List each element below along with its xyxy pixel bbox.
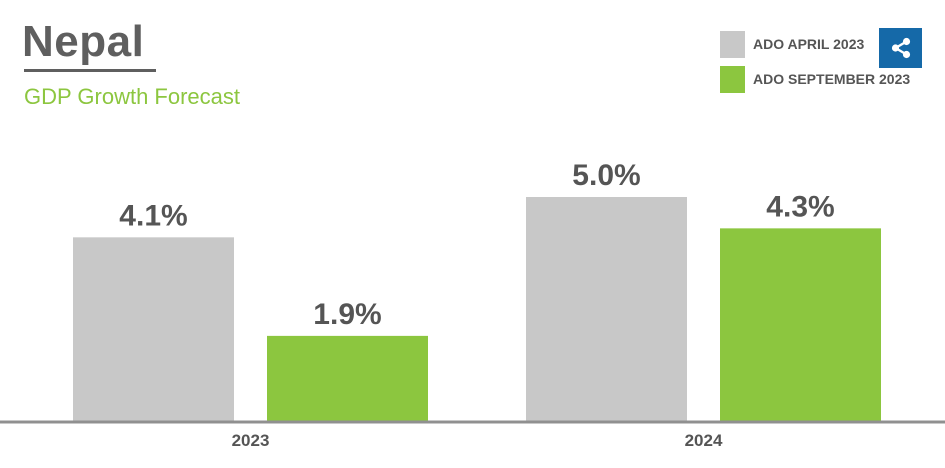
x-tick-label-2023: 2023 <box>232 431 270 450</box>
data-label-2023-series-2: 1.9% <box>313 298 381 331</box>
page-title: Nepal <box>22 17 145 66</box>
bar-2024-series-1 <box>526 197 687 421</box>
bar-2023-series-2 <box>267 335 428 421</box>
data-label-2023-series-1: 4.1% <box>119 199 187 232</box>
chart-legend: ADO APRIL 2023 ADO SEPTEMBER 2023 <box>720 28 910 98</box>
legend-swatch-april <box>720 30 745 58</box>
legend-item-april: ADO APRIL 2023 <box>720 28 910 60</box>
legend-label-april: ADO APRIL 2023 <box>753 36 865 52</box>
title-underline <box>24 69 156 72</box>
bar-2023-series-1 <box>73 237 234 421</box>
share-button[interactable] <box>879 28 922 68</box>
page-subtitle: GDP Growth Forecast <box>24 84 240 109</box>
data-label-2024-series-2: 4.3% <box>766 190 834 223</box>
legend-swatch-september <box>720 65 745 93</box>
share-icon <box>891 37 910 59</box>
bar-2024-series-2 <box>720 228 881 421</box>
legend-label-september: ADO SEPTEMBER 2023 <box>753 71 911 87</box>
x-tick-label-2024: 2024 <box>685 431 723 450</box>
data-label-2024-series-1: 5.0% <box>572 159 640 192</box>
legend-item-september: ADO SEPTEMBER 2023 <box>720 63 910 95</box>
